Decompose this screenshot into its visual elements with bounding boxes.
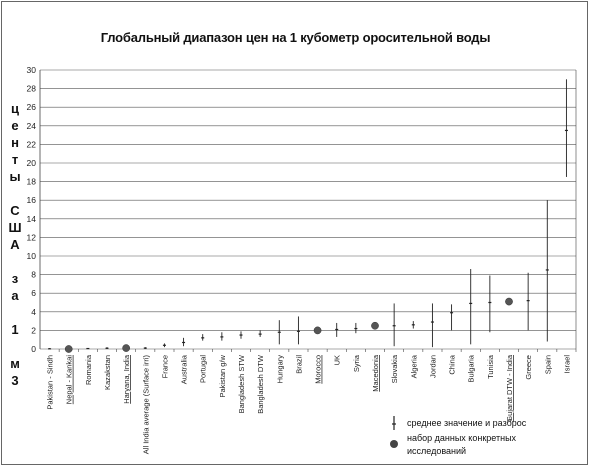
y-axis-label: ц е н т ы С Ш А з а 1 м 3 [8,101,22,388]
category-label: Hungary [275,355,284,384]
study-point [122,344,130,352]
chart-title: Глобальный диапазон цен на 1 кубометр ор… [100,30,491,45]
y-tick-label: 18 [27,177,37,187]
y-tick-label: 4 [31,307,36,317]
y-tick-label: 30 [27,65,37,75]
legend-entry-studies-line1: набор данных конкретных [407,433,517,443]
y-tick-label: 22 [27,139,37,149]
category-label: Bangladesh STW [237,354,246,413]
y-tick-label: 12 [27,232,37,242]
category-label: Australia [180,354,189,384]
y-tick-label: 24 [27,121,37,131]
legend-entry-studies-line2: исследований [407,446,466,456]
y-tick-label: 28 [27,84,37,94]
category-label: France [160,355,169,378]
category-label: Nepal - Kankai [65,355,74,405]
category-label: Israel [562,355,571,374]
y-tick-label: 20 [27,158,37,168]
category-label: Romania [84,354,93,385]
study-point [313,326,322,335]
legend-entry-range: среднее значение и разброс [407,418,527,428]
y-tick-label: 0 [31,344,36,354]
y-tick-label: 8 [31,270,36,280]
y-tick-label: 16 [27,195,37,205]
category-label: Brazil [294,355,303,374]
y-tick-label: 26 [27,102,37,112]
study-points [64,297,513,353]
category-label: Gujarat DTW - India [505,354,514,422]
legend-study-marker [390,440,398,448]
range-bars [48,79,568,350]
category-label: Syria [352,354,361,372]
study-point [64,345,73,353]
category-label: Algeria [409,354,418,378]
category-label: UK [333,355,342,365]
study-point [371,321,379,330]
y-tick-label: 6 [31,288,36,298]
y-tick-label: 10 [27,251,37,261]
category-label: Slovakia [390,354,399,383]
category-label: Portugal [199,355,208,383]
legend: среднее значение и разброс набор данных … [390,416,527,456]
category-label: Spain [543,355,552,374]
category-label: Pakistan - Sindh [46,355,55,410]
category-label: Pakistan g/w [218,354,227,397]
category-label: Greece [524,355,533,380]
category-label: Haryana, India [122,354,131,404]
category-label: Jordan [428,355,437,378]
grid-lines [39,69,577,352]
category-label: China [448,354,457,374]
y-tick-label: 14 [27,214,37,224]
study-point [505,297,513,306]
category-label: Morocco [314,355,323,384]
category-label: Kazakstan [103,355,112,390]
category-label: Bangladesh DTW [256,354,265,414]
y-tick-label: 2 [31,325,36,335]
category-label: Tunisia [486,354,495,379]
category-label: Macedonia [371,354,380,392]
category-label: Bulgaria [467,354,476,382]
category-labels: Pakistan - Sindh Nepal - Kankai Romania Kaz… [46,354,572,454]
category-label: All India average (Surface irri) [141,355,150,455]
